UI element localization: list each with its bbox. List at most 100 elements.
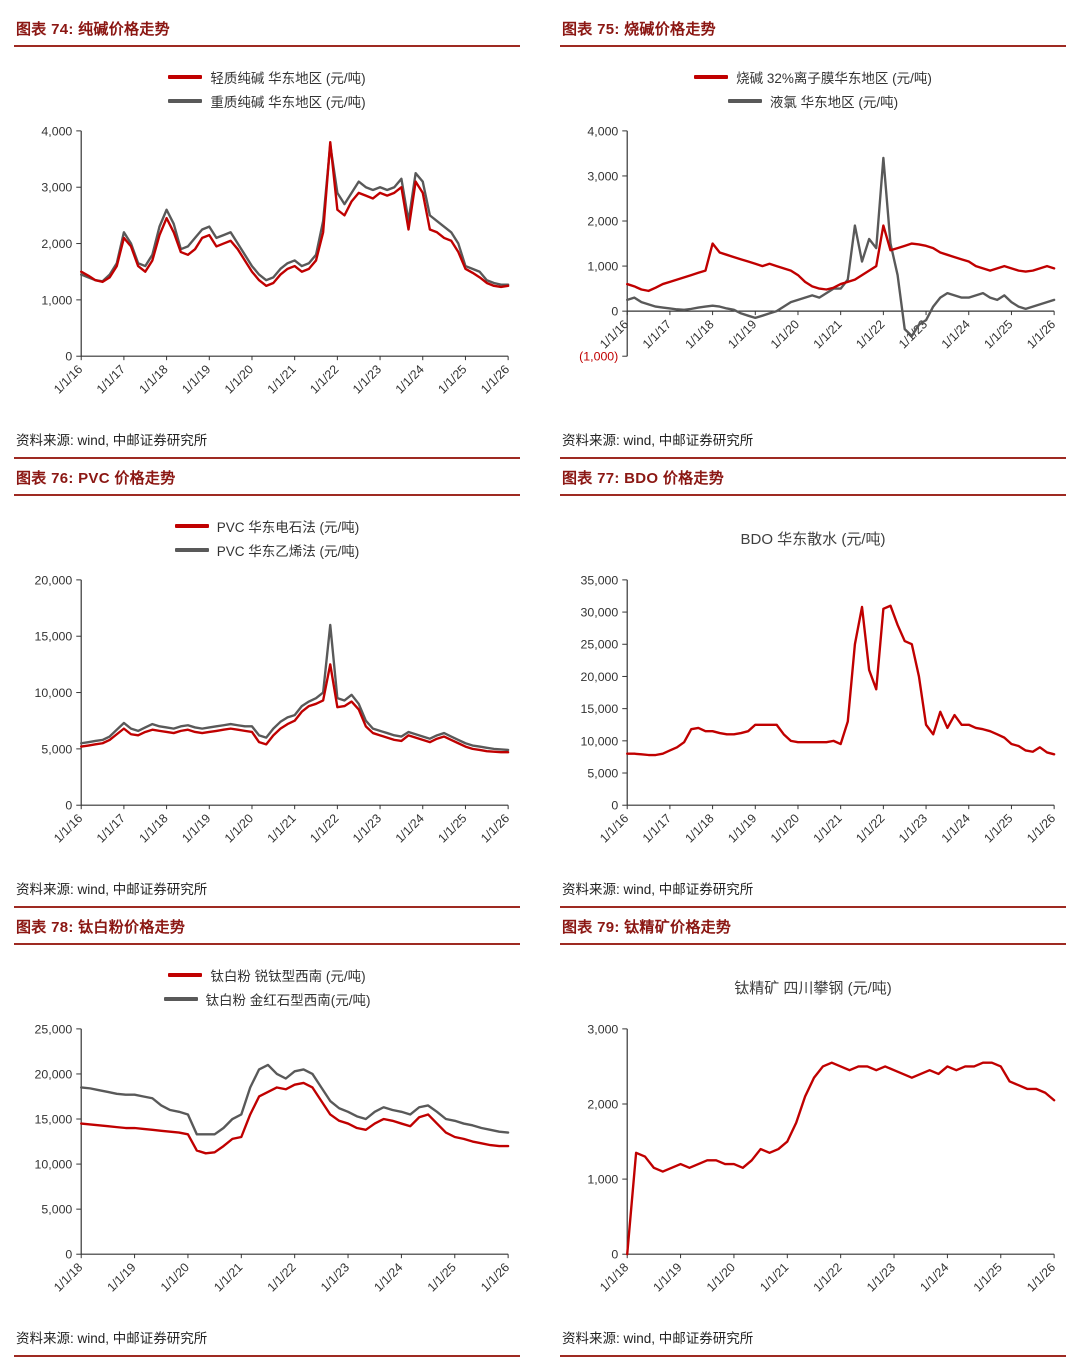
chart-titanium-dioxide: 0 5,000 10,000 15,000 20,000 25,000 1/1/18 1/1/… <box>14 1019 520 1315</box>
legend-swatch <box>163 997 198 1001</box>
legend-swatch <box>168 973 203 977</box>
svg-text:1/1/22: 1/1/22 <box>307 362 341 396</box>
figure-74-title: 图表 74: 纯碱价格走势 <box>16 21 170 38</box>
svg-text:1/1/26: 1/1/26 <box>1024 811 1058 845</box>
svg-text:0: 0 <box>65 1248 72 1262</box>
svg-text:1/1/24: 1/1/24 <box>371 1260 405 1294</box>
svg-text:1/1/24: 1/1/24 <box>393 811 427 845</box>
chart-pvc: 0 5,000 10,000 15,000 20,000 1/1/16 1/1/17 1/1/… <box>14 570 520 866</box>
svg-text:1/1/18: 1/1/18 <box>51 1260 85 1294</box>
figure-77-legend: BDO 华东散水 (元/吨) <box>560 496 1066 570</box>
svg-text:1/1/16: 1/1/16 <box>51 362 85 396</box>
svg-text:1/1/21: 1/1/21 <box>811 811 845 845</box>
header-rule <box>14 494 520 496</box>
figure-75-title: 图表 75: 烧碱价格走势 <box>562 21 716 38</box>
source-note: 资料来源: wind, 中邮证券研究所 <box>16 1331 208 1346</box>
svg-text:0: 0 <box>611 305 618 319</box>
svg-text:1/1/23: 1/1/23 <box>350 811 384 845</box>
svg-text:1/1/21: 1/1/21 <box>265 811 299 845</box>
svg-text:15,000: 15,000 <box>35 630 73 644</box>
series-pvc-carbide <box>80 663 510 754</box>
series-pvc-ethylene <box>80 623 510 752</box>
svg-text:1/1/24: 1/1/24 <box>917 1260 951 1294</box>
figure-78-legend: 钛白粉 锐钛型西南 (元/吨) 钛白粉 金红石型西南(元/吨) <box>14 945 520 1019</box>
svg-text:1,000: 1,000 <box>587 260 618 274</box>
svg-text:1/1/18: 1/1/18 <box>597 1260 631 1294</box>
legend-label: PVC 华东电石法 (元/吨) <box>216 520 360 535</box>
svg-text:1/1/19: 1/1/19 <box>179 362 213 396</box>
figure-79-legend: 钛精矿 四川攀钢 (元/吨) <box>560 945 1066 1019</box>
svg-text:1/1/21: 1/1/21 <box>211 1260 245 1294</box>
legend-item: 液氯 华东地区 (元/吨) <box>727 91 898 111</box>
figure-74-legend: 轻质纯碱 华东地区 (元/吨) 重质纯碱 华东地区 (元/吨) <box>14 47 520 121</box>
legend-label: 钛白粉 金红石型西南(元/吨) <box>205 993 371 1008</box>
svg-text:20,000: 20,000 <box>581 670 619 684</box>
fig75-plot: (1,000) 0 1,000 2,000 3,000 4,000 1/1/16 1/1/17… <box>579 124 1058 363</box>
svg-text:1/1/19: 1/1/19 <box>725 811 759 845</box>
svg-text:0: 0 <box>65 799 72 813</box>
legend-label: PVC 华东乙烯法 (元/吨) <box>216 544 360 559</box>
svg-text:1/1/26: 1/1/26 <box>1024 317 1058 351</box>
svg-text:1,000: 1,000 <box>587 1173 618 1187</box>
svg-text:20,000: 20,000 <box>35 1067 73 1081</box>
svg-text:0: 0 <box>65 350 72 364</box>
svg-text:3,000: 3,000 <box>41 181 72 195</box>
svg-text:1/1/22: 1/1/22 <box>265 1260 299 1294</box>
svg-text:10,000: 10,000 <box>35 1158 73 1172</box>
header-rule <box>14 943 520 945</box>
section-rule <box>14 906 520 908</box>
legend-swatch <box>174 548 209 552</box>
svg-text:1/1/17: 1/1/17 <box>640 317 674 351</box>
svg-text:1/1/23: 1/1/23 <box>318 1260 352 1294</box>
legend-swatch <box>694 75 729 79</box>
series-bdo-east-china <box>626 604 1056 757</box>
svg-text:4,000: 4,000 <box>587 124 618 138</box>
legend-label: 钛白粉 锐钛型西南 (元/吨) <box>210 969 366 984</box>
svg-text:1/1/20: 1/1/20 <box>222 362 256 396</box>
svg-text:1/1/18: 1/1/18 <box>137 362 171 396</box>
svg-text:4,000: 4,000 <box>41 124 72 138</box>
series-caustic-soda-32pct <box>626 224 1056 293</box>
svg-text:1,000: 1,000 <box>41 293 72 307</box>
chart-caustic-soda: (1,000) 0 1,000 2,000 3,000 4,000 1/1/16 1/1/17… <box>560 121 1066 417</box>
svg-text:1/1/25: 1/1/25 <box>435 362 469 396</box>
svg-text:1/1/19: 1/1/19 <box>104 1260 138 1294</box>
series-titanium-concentrate <box>626 1061 1056 1256</box>
svg-text:0: 0 <box>611 1248 618 1262</box>
header-rule <box>14 45 520 47</box>
legend-label: 重质纯碱 华东地区 (元/吨) <box>210 95 366 110</box>
legend-swatch <box>174 524 209 528</box>
svg-text:1/1/20: 1/1/20 <box>222 811 256 845</box>
section-rule <box>560 457 1066 459</box>
chart-titanium-concentrate: 0 1,000 2,000 3,000 1/1/18 1/1/19 1/1/20 1/1/21… <box>560 1019 1066 1315</box>
svg-text:1/1/24: 1/1/24 <box>939 811 973 845</box>
chart-title: 钛精矿 四川攀钢 (元/吨) <box>734 979 892 997</box>
header-rule <box>560 943 1066 945</box>
svg-text:1/1/20: 1/1/20 <box>158 1260 192 1294</box>
svg-text:0: 0 <box>611 799 618 813</box>
svg-text:1/1/22: 1/1/22 <box>811 1260 845 1294</box>
svg-text:1/1/19: 1/1/19 <box>179 811 213 845</box>
source-note: 资料来源: wind, 中邮证券研究所 <box>16 882 208 897</box>
figure-76-legend: PVC 华东电石法 (元/吨) PVC 华东乙烯法 (元/吨) <box>14 496 520 570</box>
svg-text:1/1/20: 1/1/20 <box>768 317 802 351</box>
svg-text:15,000: 15,000 <box>581 702 619 716</box>
svg-text:25,000: 25,000 <box>35 1022 73 1036</box>
fig76-plot: 0 5,000 10,000 15,000 20,000 1/1/16 1/1/17 1/1/… <box>35 573 513 845</box>
legend-item: 烧碱 32%离子膜华东地区 (元/吨) <box>694 67 932 87</box>
legend-label: 轻质纯碱 华东地区 (元/吨) <box>210 71 366 86</box>
svg-text:1/1/20: 1/1/20 <box>768 811 802 845</box>
series-heavy-soda-ash <box>80 143 510 286</box>
figure-78-title: 图表 78: 钛白粉价格走势 <box>16 919 186 936</box>
svg-text:1/1/24: 1/1/24 <box>393 362 427 396</box>
svg-text:1/1/21: 1/1/21 <box>757 1260 791 1294</box>
chart-title: BDO 华东散水 (元/吨) <box>740 530 886 548</box>
chart-bdo: 0 5,000 10,000 15,000 20,000 25,000 30,000 35,0… <box>560 570 1066 866</box>
figure-75-legend: 烧碱 32%离子膜华东地区 (元/吨) 液氯 华东地区 (元/吨) <box>560 47 1066 121</box>
figure-76-title: 图表 76: PVC 价格走势 <box>16 470 176 487</box>
chart-soda-ash: 0 1,000 2,000 3,000 4,000 1/1/16 1/1/17 1/1/18 1… <box>14 121 520 417</box>
svg-text:1/1/22: 1/1/22 <box>853 317 887 351</box>
svg-text:1/1/17: 1/1/17 <box>640 811 674 845</box>
fig79-plot: 0 1,000 2,000 3,000 1/1/18 1/1/19 1/1/20 1/1/21… <box>587 1022 1058 1294</box>
